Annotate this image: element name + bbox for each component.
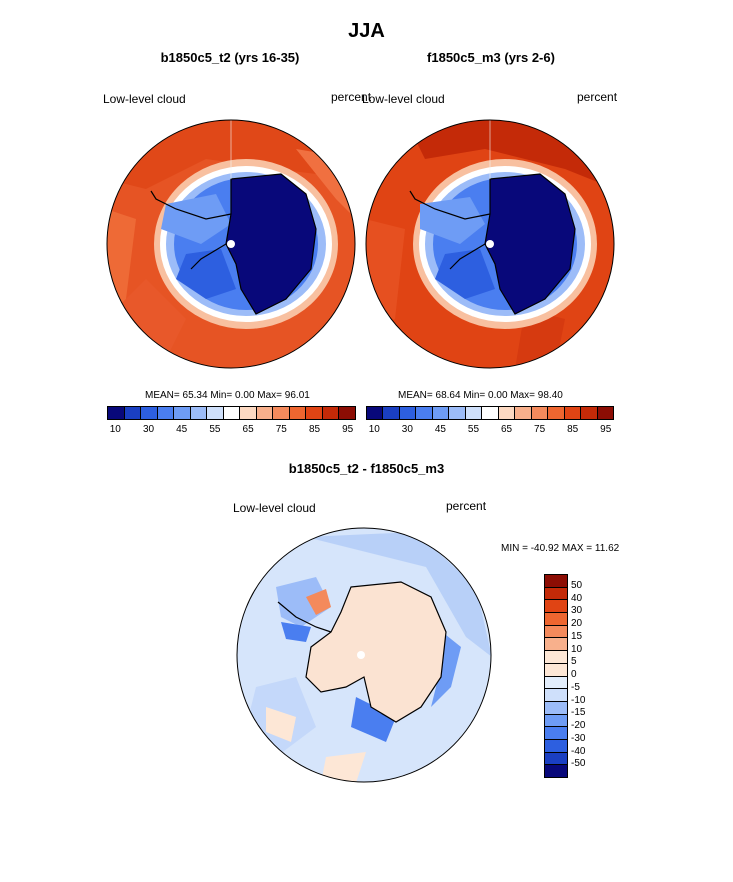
colorbar-swatch	[545, 663, 567, 677]
panel-diff-units-label: percent	[446, 499, 487, 513]
colorbar-tick-label: 50	[571, 579, 583, 591]
colorbar-tick-label: 0	[571, 669, 577, 680]
colorbar-swatch	[256, 407, 274, 419]
colorbar-swatch	[545, 701, 567, 715]
colorbar-swatch	[223, 407, 241, 419]
colorbar-swatch	[545, 689, 567, 702]
colorbar-tick-label: -5	[571, 681, 580, 693]
colorbar-tick-label: 55	[467, 424, 480, 435]
colorbar-tick-label: 40	[571, 592, 583, 604]
colorbar-swatch	[545, 625, 567, 639]
panel-right-stats: MEAN= 68.64 Min= 0.00 Max= 98.40	[398, 390, 563, 401]
season-title: JJA	[348, 20, 385, 42]
map-right	[365, 119, 615, 369]
panel-diff-title: b1850c5_t2 - f1850c5_m3	[288, 461, 445, 476]
colorbar-swatch	[108, 407, 125, 419]
colorbar-swatch	[449, 407, 466, 419]
colorbar-swatch	[545, 765, 567, 777]
colorbar-swatch	[339, 407, 355, 419]
colorbar-tick-label: 15	[571, 630, 583, 642]
colorbar-swatch	[190, 407, 208, 419]
colorbar-swatch	[367, 407, 384, 419]
colorbar-swatch	[545, 727, 567, 740]
colorbar-swatch	[416, 407, 433, 419]
map-diff	[236, 527, 492, 783]
colorbar-diff	[544, 574, 568, 778]
colorbar-tick-label: 95	[600, 424, 612, 435]
panel-left-stats: MEAN= 65.34 Min= 0.00 Max= 96.01	[145, 390, 310, 401]
colorbar-tick-label: 10	[109, 424, 121, 435]
colorbar-swatch	[322, 407, 340, 419]
colorbar-swatch	[531, 407, 549, 419]
colorbar-diff-ticks: 50 40 30 20 15 10 5 0 -5 -10 -15 -20 -30 -40 -50	[571, 574, 611, 778]
colorbar-swatch	[515, 407, 532, 419]
colorbar-swatch	[273, 407, 290, 419]
colorbar-swatch	[564, 407, 582, 419]
colorbar-tick-label: 30	[142, 424, 155, 435]
colorbar-swatch	[174, 407, 191, 419]
colorbar-left	[107, 406, 356, 420]
colorbar-tick-label: 45	[176, 424, 188, 435]
colorbar-right-ticks: 10 30 45 55 65 75 85 95	[366, 424, 614, 438]
colorbar-tick-label: 10	[368, 424, 380, 435]
colorbar-swatch	[545, 638, 567, 652]
colorbar-tick-label: -50	[571, 758, 586, 770]
colorbar-tick-label: 85	[567, 424, 579, 435]
colorbar-swatch	[545, 613, 567, 626]
colorbar-tick-label: 85	[308, 424, 321, 435]
colorbar-tick-label: -10	[571, 694, 586, 706]
colorbar-swatch	[432, 407, 450, 419]
panel-left-units-label: percent	[331, 90, 372, 104]
colorbar-swatch	[597, 407, 614, 419]
colorbar-tick-label: 75	[534, 424, 546, 435]
panel-left-variable-label: Low-level cloud	[103, 92, 186, 106]
colorbar-swatch	[289, 407, 307, 419]
colorbar-swatch	[157, 407, 175, 419]
colorbar-tick-label: -40	[571, 745, 586, 757]
panel-diff-stats: MIN = -40.92 MAX = 11.62	[501, 543, 620, 554]
colorbar-tick-label: 65	[500, 424, 513, 435]
colorbar-tick-label: 5	[571, 656, 577, 668]
colorbar-swatch	[545, 752, 567, 766]
panel-right-variable-label: Low-level cloud	[362, 92, 445, 106]
colorbar-swatch	[498, 407, 516, 419]
colorbar-tick-label: 30	[401, 424, 413, 435]
colorbar-swatch	[207, 407, 224, 419]
colorbar-swatch	[399, 407, 417, 419]
colorbar-right	[366, 406, 614, 420]
colorbar-tick-label: 55	[209, 424, 221, 435]
colorbar-tick-label: -30	[571, 732, 586, 744]
colorbar-tick-label: 75	[275, 424, 287, 435]
colorbar-swatch	[545, 651, 567, 664]
colorbar-tick-label: 20	[571, 618, 583, 629]
colorbar-tick-label: 95	[342, 424, 354, 435]
colorbar-swatch	[548, 407, 565, 419]
colorbar-swatch	[545, 600, 567, 614]
colorbar-swatch	[581, 407, 598, 419]
panel-right-title: f1850c5_m3 (yrs 2-6)	[427, 50, 555, 65]
colorbar-swatch	[482, 407, 499, 419]
colorbar-swatch	[141, 407, 158, 419]
colorbar-swatch	[465, 407, 483, 419]
colorbar-swatch	[545, 676, 567, 690]
colorbar-left-ticks: 10 30 45 55 65 75 85 95	[107, 424, 356, 438]
colorbar-swatch	[545, 575, 567, 588]
panel-right-units-label: percent	[577, 90, 618, 104]
panel-diff-variable-label: Low-level cloud	[233, 501, 316, 515]
colorbar-swatch	[545, 587, 567, 601]
colorbar-tick-label: 45	[434, 424, 446, 435]
colorbar-tick-label: 30	[571, 605, 583, 617]
panel-left-title: b1850c5_t2 (yrs 16-35)	[160, 50, 300, 65]
colorbar-swatch	[306, 407, 323, 419]
colorbar-swatch	[124, 407, 142, 419]
colorbar-tick-label: 10	[571, 643, 583, 655]
colorbar-tick-label: 65	[242, 424, 254, 435]
colorbar-swatch	[545, 739, 567, 753]
colorbar-tick-label: -15	[571, 707, 586, 719]
colorbar-swatch	[240, 407, 257, 419]
colorbar-swatch	[383, 407, 400, 419]
colorbar-tick-label: -20	[571, 720, 586, 731]
map-left	[106, 119, 356, 369]
colorbar-swatch	[545, 714, 567, 728]
